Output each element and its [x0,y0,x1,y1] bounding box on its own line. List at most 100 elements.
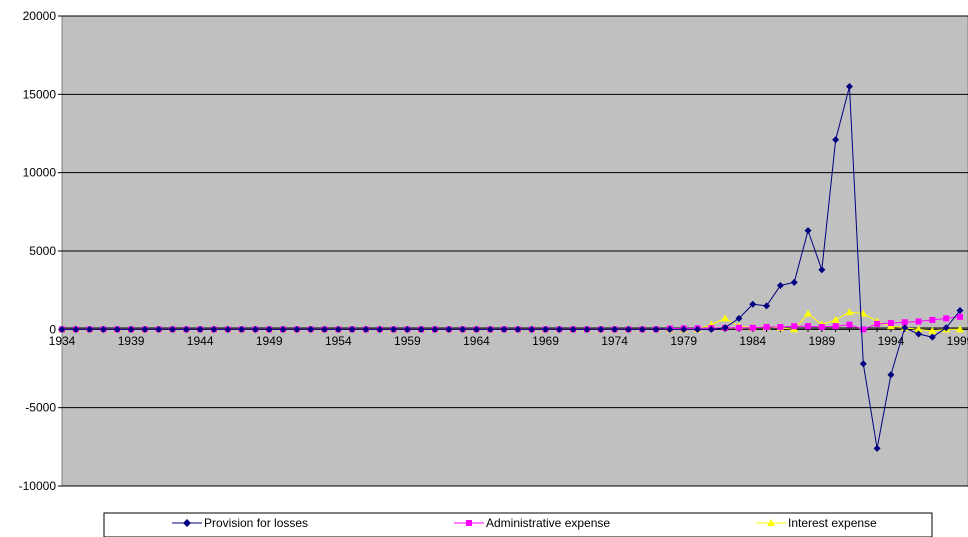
point-provision-for-losses [251,325,259,333]
x-tick-label: 1989 [808,334,835,348]
y-tick-label: 15000 [23,87,57,101]
point-provision-for-losses [942,324,950,332]
y-tick-label: 20000 [23,9,57,23]
point-provision-for-losses [638,325,646,333]
point-provision-for-losses [680,325,688,333]
legend-marker-administrative [466,520,472,526]
point-provision-for-losses [72,325,80,333]
y-tick-label: -10000 [19,479,57,493]
point-provision-for-losses [486,325,494,333]
point-provision-for-losses [763,302,771,310]
point-administrative-expense [957,313,963,320]
point-provision-for-losses [127,325,135,333]
point-administrative-expense [860,326,867,333]
point-provision-for-losses [307,325,315,333]
point-provision-for-losses [472,325,480,333]
point-administrative-expense [805,323,812,330]
point-provision-for-losses [542,325,550,333]
point-provision-for-losses [956,307,964,315]
legend-label-interest: Interest expense [788,516,877,530]
point-provision-for-losses [279,325,287,333]
point-administrative-expense [915,318,922,325]
point-provision-for-losses [445,325,453,333]
point-provision-for-losses [293,325,301,333]
legend: Provision for losses Administrative expe… [103,512,933,537]
legend-marker-provision [183,519,191,527]
point-provision-for-losses [597,325,605,333]
legend-item-administrative: Administrative expense [454,516,610,530]
legend-item-provision: Provision for losses [172,516,308,530]
y-tick-label: 5000 [29,244,56,258]
point-provision-for-losses [417,325,425,333]
x-tick-label: 1934 [49,334,76,348]
point-provision-for-losses [224,325,232,333]
point-provision-for-losses [818,266,826,274]
point-administrative-expense [791,323,798,330]
point-interest-expense [956,325,964,333]
point-interest-expense [845,308,854,316]
point-provision-for-losses [334,325,342,333]
point-provision-for-losses [804,227,812,235]
x-tick-label: 1939 [118,334,145,348]
point-provision-for-losses [376,325,384,333]
point-administrative-expense [749,324,756,331]
x-tick-label: 1984 [739,334,766,348]
point-administrative-expense [763,323,770,330]
point-provision-for-losses [500,325,508,333]
point-provision-for-losses [832,136,840,144]
x-tick-label: 1999 [947,334,968,348]
point-provision-for-losses [141,325,149,333]
x-tick-label: 1944 [187,334,214,348]
legend-marker-interest [767,519,775,526]
point-administrative-expense [818,323,825,330]
point-administrative-expense [832,323,839,330]
point-provision-for-losses [652,325,660,333]
y-tick-label: 0 [49,322,56,336]
point-provision-for-losses [735,314,743,322]
point-provision-for-losses [859,360,867,368]
point-provision-for-losses [238,325,246,333]
point-interest-expense [928,326,937,334]
legend-label-administrative: Administrative expense [486,516,610,530]
x-tick-label: 1974 [601,334,628,348]
point-provision-for-losses [694,325,702,333]
y-tick-label: 10000 [23,166,57,180]
point-interest-expense [804,309,813,317]
y-axis-ticks: 20000 15000 10000 5000 0 -5000 -10000 [19,9,62,493]
x-tick-label: 1964 [463,334,490,348]
point-provision-for-losses [887,371,895,379]
point-provision-for-losses [666,325,674,333]
point-provision-for-losses [569,325,577,333]
point-provision-for-losses [583,325,591,333]
point-provision-for-losses [721,324,729,332]
point-provision-for-losses [845,83,853,90]
point-provision-for-losses [459,325,467,333]
point-provision-for-losses [611,325,619,333]
point-provision-for-losses [58,325,66,333]
x-tick-label: 1994 [878,334,905,348]
point-provision-for-losses [348,325,356,333]
point-administrative-expense [735,324,742,331]
point-provision-for-losses [320,325,328,333]
series-provision-for-losses [58,83,964,452]
point-administrative-expense [901,319,908,326]
point-provision-for-losses [155,325,163,333]
legend-box [103,512,933,537]
point-provision-for-losses [528,325,536,333]
point-provision-for-losses [915,330,923,338]
point-provision-for-losses [624,325,632,333]
y-tick-label: -5000 [25,401,56,415]
point-administrative-expense [874,320,881,327]
point-provision-for-losses [182,325,190,333]
point-administrative-expense [929,316,936,323]
point-provision-for-losses [514,325,522,333]
point-administrative-expense [777,323,784,330]
point-provision-for-losses [928,333,936,341]
point-administrative-expense [887,320,894,327]
point-provision-for-losses [169,325,177,333]
point-provision-for-losses [707,325,715,333]
point-provision-for-losses [210,325,218,333]
point-provision-for-losses [99,325,107,333]
point-provision-for-losses [873,444,881,452]
